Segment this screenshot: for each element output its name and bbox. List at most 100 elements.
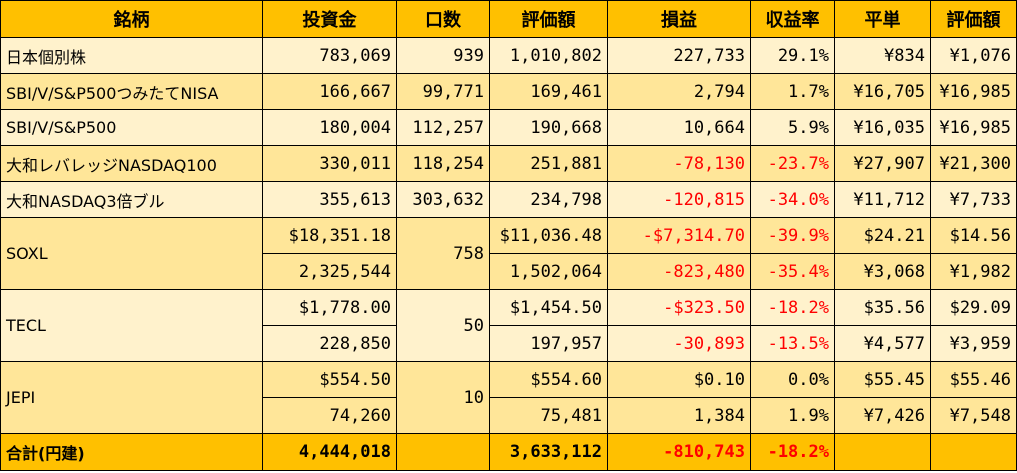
- rate-cell: -35.4%: [750, 253, 835, 290]
- header-cell: 平単: [834, 0, 931, 38]
- avg-cell: ¥16,035: [834, 109, 931, 146]
- total-cur-cell: [930, 433, 1017, 471]
- table-row: SOXL $18,351.18 758 $11,036.48 -$7,314.7…: [0, 217, 1017, 290]
- rate-cell: -34.0%: [750, 181, 835, 218]
- invest-cell: $1,778.00: [262, 289, 397, 326]
- rate-cell: 5.9%: [750, 109, 835, 146]
- total-pl-cell: -810,743: [607, 433, 751, 471]
- pl-cell: -$7,314.70: [607, 217, 751, 254]
- holding-name: SBI/V/S&P500: [0, 109, 263, 146]
- avg-cell: ¥4,577: [834, 325, 931, 362]
- pl-cell: -$323.50: [607, 289, 751, 326]
- value-cell: 251,881: [489, 145, 608, 182]
- header-row: 銘柄 投資金 口数 評価額 損益 収益率 平単 評価額: [0, 0, 1017, 38]
- holding-name: SBI/V/S&P500つみたてNISA: [0, 73, 263, 110]
- total-invest-cell: 4,444,018: [262, 433, 397, 471]
- holding-name: SOXL: [0, 217, 263, 290]
- total-label: 合計(円建): [0, 433, 263, 471]
- cur-cell: $29.09: [930, 289, 1017, 326]
- units-cell: 118,254: [396, 145, 490, 182]
- invest-cell: $554.50: [262, 361, 397, 398]
- value-cell: 75,481: [489, 397, 608, 434]
- table-row: SBI/V/S&P500つみたてNISA 166,667 99,771 169,…: [0, 73, 1017, 110]
- pl-cell: 1,384: [607, 397, 751, 434]
- rate-cell: -39.9%: [750, 217, 835, 254]
- value-cell: $1,454.50: [489, 289, 608, 326]
- total-rate-cell: -18.2%: [750, 433, 835, 471]
- table-row: 大和NASDAQ3倍ブル 355,613 303,632 234,798 -12…: [0, 181, 1017, 218]
- value-cell: $554.60: [489, 361, 608, 398]
- cur-cell: $14.56: [930, 217, 1017, 254]
- table-row: 228,850 197,957 -30,893 -13.5% ¥4,577 ¥3…: [1, 325, 1017, 362]
- rate-cell: 29.1%: [750, 37, 835, 74]
- total-avg-cell: [834, 433, 931, 471]
- value-cell: 190,668: [489, 109, 608, 146]
- holding-name: 日本個別株: [0, 37, 263, 74]
- units-cell: 99,771: [396, 73, 490, 110]
- holding-name: JEPI: [0, 361, 263, 434]
- invest-cell: 166,667: [262, 73, 397, 110]
- value-cell: 169,461: [489, 73, 608, 110]
- units-cell: 758: [396, 217, 490, 290]
- avg-cell: ¥3,068: [834, 253, 931, 290]
- units-cell: 303,632: [396, 181, 490, 218]
- pl-cell: -78,130: [607, 145, 751, 182]
- header-cell: 口数: [396, 0, 490, 38]
- total-value-cell: 3,633,112: [489, 433, 608, 471]
- pl-cell: $0.10: [607, 361, 751, 398]
- header-cell: 損益: [607, 0, 751, 38]
- invest-cell: 228,850: [262, 325, 397, 362]
- cur-cell: ¥16,985: [930, 109, 1017, 146]
- cur-cell: ¥1,076: [930, 37, 1017, 74]
- invest-cell: 2,325,544: [262, 253, 397, 290]
- header-cell: 評価額: [489, 0, 608, 38]
- units-cell: 112,257: [396, 109, 490, 146]
- header-cell: 評価額: [930, 0, 1017, 38]
- cur-cell: ¥7,548: [930, 397, 1017, 434]
- rate-cell: -13.5%: [750, 325, 835, 362]
- pl-cell: 10,664: [607, 109, 751, 146]
- value-cell: 1,010,802: [489, 37, 608, 74]
- avg-cell: ¥7,426: [834, 397, 931, 434]
- invest-cell: 355,613: [262, 181, 397, 218]
- cur-cell: ¥7,733: [930, 181, 1017, 218]
- table-row: SBI/V/S&P500 180,004 112,257 190,668 10,…: [0, 109, 1017, 146]
- cur-cell: ¥3,959: [930, 325, 1017, 362]
- rate-cell: -23.7%: [750, 145, 835, 182]
- value-cell: 1,502,064: [489, 253, 608, 290]
- avg-cell: ¥834: [834, 37, 931, 74]
- table-row: 74,260 75,481 1,384 1.9% ¥7,426 ¥7,548: [1, 397, 1017, 434]
- pl-cell: 227,733: [607, 37, 751, 74]
- avg-cell: $24.21: [834, 217, 931, 254]
- units-cell: 50: [396, 289, 490, 362]
- header-cell: 投資金: [262, 0, 397, 38]
- table-row: 大和レバレッジNASDAQ100 330,011 118,254 251,881…: [0, 145, 1017, 182]
- cur-cell: ¥16,985: [930, 73, 1017, 110]
- cur-cell: ¥1,982: [930, 253, 1017, 290]
- pl-cell: -30,893: [607, 325, 751, 362]
- units-cell: 10: [396, 361, 490, 434]
- table-row: 2,325,544 1,502,064 -823,480 -35.4% ¥3,0…: [1, 253, 1017, 290]
- invest-cell: 330,011: [262, 145, 397, 182]
- table-row: 日本個別株 783,069 939 1,010,802 227,733 29.1…: [0, 37, 1017, 74]
- invest-cell: 180,004: [262, 109, 397, 146]
- value-cell: $11,036.48: [489, 217, 608, 254]
- holding-name: 大和NASDAQ3倍ブル: [0, 181, 263, 218]
- table-row: TECL $1,778.00 50 $1,454.50 -$323.50 -18…: [0, 289, 1017, 362]
- avg-cell: ¥16,705: [834, 73, 931, 110]
- table-row: JEPI $554.50 10 $554.60 $0.10 0.0% $55.4…: [0, 361, 1017, 434]
- rate-cell: 1.7%: [750, 73, 835, 110]
- cur-cell: $55.46: [930, 361, 1017, 398]
- pl-cell: 2,794: [607, 73, 751, 110]
- value-cell: 197,957: [489, 325, 608, 362]
- avg-cell: ¥27,907: [834, 145, 931, 182]
- cur-cell: ¥21,300: [930, 145, 1017, 182]
- total-units-cell: [396, 433, 490, 471]
- invest-cell: 74,260: [262, 397, 397, 434]
- rate-cell: 0.0%: [750, 361, 835, 398]
- invest-cell: $18,351.18: [262, 217, 397, 254]
- avg-cell: $35.56: [834, 289, 931, 326]
- pl-cell: -823,480: [607, 253, 751, 290]
- header-cell: 収益率: [750, 0, 835, 38]
